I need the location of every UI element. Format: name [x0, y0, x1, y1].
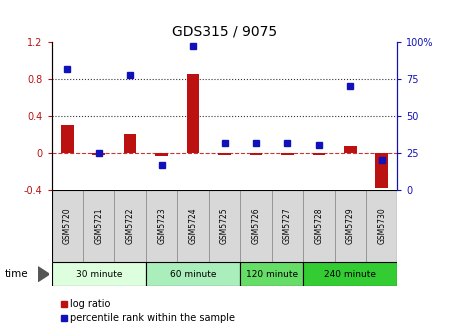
FancyBboxPatch shape [240, 190, 272, 262]
Bar [187, 74, 199, 153]
FancyBboxPatch shape [209, 190, 240, 262]
Text: log ratio: log ratio [70, 299, 111, 309]
Text: GDS315 / 9075: GDS315 / 9075 [172, 25, 277, 39]
Text: percentile rank within the sample: percentile rank within the sample [70, 312, 235, 323]
Text: GSM5723: GSM5723 [157, 208, 166, 244]
Bar [92, 153, 105, 155]
FancyBboxPatch shape [303, 262, 397, 286]
FancyBboxPatch shape [146, 190, 177, 262]
Bar [155, 153, 168, 156]
FancyBboxPatch shape [52, 190, 83, 262]
FancyBboxPatch shape [240, 262, 303, 286]
Bar [250, 153, 262, 155]
Bar [313, 153, 325, 155]
FancyBboxPatch shape [303, 190, 335, 262]
Text: 30 minute: 30 minute [75, 270, 122, 279]
Text: GSM5721: GSM5721 [94, 208, 103, 244]
Text: 60 minute: 60 minute [170, 270, 216, 279]
Text: GSM5729: GSM5729 [346, 208, 355, 244]
Text: time: time [4, 269, 28, 279]
FancyBboxPatch shape [272, 190, 303, 262]
FancyBboxPatch shape [52, 262, 146, 286]
FancyBboxPatch shape [177, 190, 209, 262]
Bar [61, 125, 74, 153]
Text: GSM5720: GSM5720 [63, 208, 72, 244]
Text: 240 minute: 240 minute [324, 270, 376, 279]
Text: GSM5730: GSM5730 [377, 208, 386, 244]
Text: GSM5725: GSM5725 [220, 208, 229, 244]
FancyBboxPatch shape [83, 190, 114, 262]
Bar [375, 153, 388, 188]
FancyBboxPatch shape [146, 262, 240, 286]
Bar [124, 134, 136, 153]
Polygon shape [38, 267, 49, 282]
Text: GSM5728: GSM5728 [314, 208, 323, 244]
Text: GSM5726: GSM5726 [251, 208, 260, 244]
Bar [344, 146, 357, 153]
Bar [218, 153, 231, 155]
Text: 120 minute: 120 minute [246, 270, 298, 279]
FancyBboxPatch shape [366, 190, 397, 262]
Bar [281, 153, 294, 155]
Text: GSM5727: GSM5727 [283, 208, 292, 244]
FancyBboxPatch shape [335, 190, 366, 262]
FancyBboxPatch shape [114, 190, 146, 262]
Text: GSM5724: GSM5724 [189, 208, 198, 244]
Text: GSM5722: GSM5722 [126, 208, 135, 244]
